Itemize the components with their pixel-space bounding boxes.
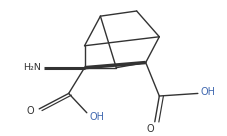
Text: H₂N: H₂N <box>24 63 41 72</box>
Text: OH: OH <box>89 112 104 122</box>
Text: OH: OH <box>199 87 214 97</box>
Text: O: O <box>146 124 153 134</box>
Text: O: O <box>26 106 34 116</box>
